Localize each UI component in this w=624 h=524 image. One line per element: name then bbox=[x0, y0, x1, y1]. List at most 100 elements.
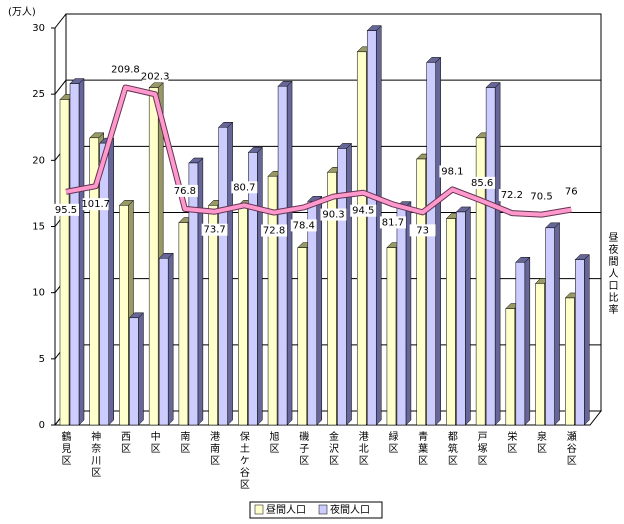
x-tick-label: 緑区 bbox=[386, 430, 398, 455]
bar bbox=[238, 205, 248, 426]
value-label: 80.7 bbox=[233, 182, 255, 193]
value-label: 98.1 bbox=[441, 166, 463, 177]
x-tick-label: 港南区 bbox=[208, 431, 220, 467]
bar bbox=[119, 205, 129, 426]
bar-side bbox=[167, 252, 174, 426]
bar bbox=[565, 297, 575, 426]
bar bbox=[218, 127, 228, 426]
value-label-bg bbox=[82, 198, 109, 211]
y-tick-label: 25 bbox=[32, 89, 45, 100]
y-tick-label: 15 bbox=[32, 222, 45, 233]
value-label: 101.7 bbox=[81, 199, 110, 210]
x-tick-label: 港北区 bbox=[356, 431, 368, 467]
value-label-bg bbox=[112, 63, 139, 76]
bar bbox=[386, 247, 397, 426]
value-label: 81.7 bbox=[382, 217, 404, 228]
bar-side bbox=[227, 121, 233, 426]
value-label-bg bbox=[439, 165, 466, 178]
value-label: 90.3 bbox=[322, 210, 344, 221]
x-tick-label: 戸塚区 bbox=[475, 431, 487, 467]
bar bbox=[515, 261, 526, 426]
value-label-bg bbox=[320, 208, 347, 221]
bar bbox=[307, 201, 318, 426]
bar bbox=[575, 259, 585, 426]
bar bbox=[277, 85, 288, 426]
bar-side bbox=[465, 206, 471, 426]
value-label: 209.8 bbox=[111, 65, 140, 76]
value-label: 73 bbox=[416, 225, 429, 236]
x-tick-label: 栄区 bbox=[505, 431, 517, 455]
x-tick-label: 青葉区 bbox=[416, 430, 428, 467]
bar bbox=[426, 62, 436, 426]
bar-side bbox=[316, 195, 323, 426]
x-tick-label: 泉区 bbox=[535, 430, 547, 455]
value-label: 78.4 bbox=[293, 220, 315, 231]
value-label-bg bbox=[261, 224, 288, 237]
bar-side bbox=[435, 56, 441, 426]
y-tick-label: 5 bbox=[39, 354, 45, 365]
value-label-bg bbox=[350, 204, 377, 217]
value-label: 85.6 bbox=[471, 178, 493, 189]
value-label: 202.3 bbox=[141, 71, 170, 82]
value-label-bg bbox=[498, 189, 525, 202]
value-label: 70.5 bbox=[530, 192, 552, 203]
legend-box bbox=[249, 501, 383, 519]
value-label: 76 bbox=[565, 187, 578, 198]
bar-side bbox=[524, 256, 531, 426]
bar bbox=[545, 227, 555, 426]
value-label-bg bbox=[558, 185, 585, 198]
y-tick-label: 30 bbox=[32, 23, 45, 34]
bar bbox=[248, 152, 258, 426]
value-label-bg bbox=[409, 224, 436, 237]
bar bbox=[475, 137, 486, 426]
bar-side bbox=[346, 142, 352, 426]
value-label: 72.8 bbox=[263, 226, 285, 237]
legend-label: 昼間人口 bbox=[266, 504, 306, 516]
y-tick-label: 10 bbox=[32, 288, 45, 299]
bar-side bbox=[286, 80, 293, 426]
value-label: 73.7 bbox=[203, 225, 225, 236]
value-label-bg bbox=[231, 181, 258, 194]
bar bbox=[89, 137, 99, 426]
bar-side bbox=[554, 222, 560, 426]
y-tick-label: 20 bbox=[32, 155, 45, 166]
ratio-line bbox=[65, 85, 572, 217]
value-label-bg bbox=[290, 219, 317, 232]
x-tick-label: 鶴見区 bbox=[59, 430, 71, 467]
value-label-bg bbox=[171, 184, 198, 197]
bar bbox=[297, 247, 308, 426]
legend-swatch bbox=[318, 504, 328, 515]
bar bbox=[59, 99, 70, 426]
value-label-bg bbox=[142, 70, 169, 83]
bar-side bbox=[197, 157, 204, 426]
bar-side bbox=[78, 77, 85, 426]
y-axis-label: (万人) bbox=[8, 6, 36, 18]
bar bbox=[188, 162, 199, 426]
value-label: 72.2 bbox=[501, 190, 523, 201]
grid-line bbox=[54, 79, 601, 95]
x-tick-label: 西区 bbox=[118, 431, 130, 455]
value-label-bg bbox=[469, 176, 496, 189]
x-tick-label: 旭区 bbox=[267, 431, 279, 455]
x-tick-label: 中区 bbox=[148, 430, 160, 455]
bar bbox=[416, 158, 426, 426]
bar-side bbox=[108, 137, 114, 426]
x-tick-label: 南区 bbox=[178, 430, 190, 455]
bar bbox=[327, 171, 337, 426]
bar-side bbox=[138, 312, 144, 426]
annotation: 昼夜間人口比率 bbox=[606, 232, 618, 316]
x-tick-label: 保土ケ谷区 bbox=[237, 430, 249, 491]
bar bbox=[148, 87, 159, 426]
x-tick-label: 都筑区 bbox=[445, 431, 457, 467]
value-label-bg bbox=[379, 216, 406, 229]
x-tick-label: 金沢区 bbox=[327, 430, 339, 467]
bar-side bbox=[257, 146, 263, 426]
bar bbox=[337, 148, 347, 426]
bar bbox=[356, 51, 367, 426]
bar bbox=[456, 211, 466, 426]
y-tick-label: 0 bbox=[39, 420, 45, 431]
bar bbox=[366, 30, 377, 426]
value-label-bg bbox=[201, 223, 228, 236]
bar bbox=[485, 87, 496, 426]
